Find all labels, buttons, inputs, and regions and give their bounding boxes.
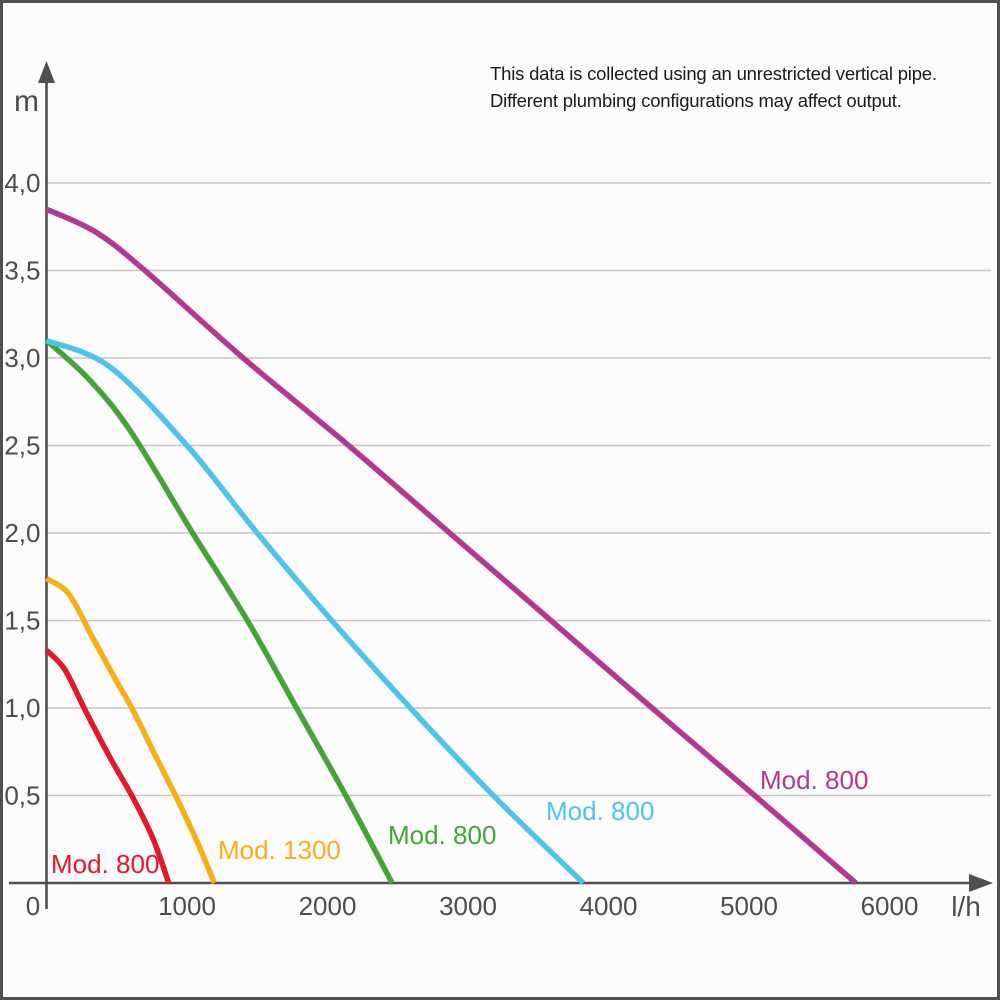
curve-mod-1300-1 — [44, 576, 217, 885]
pump-performance-chart: 0,5 1,0 1,5 2,0 2,5 3,0 3,5 4,0 0 1000 2000 3000 400… — [4, 61, 993, 922]
x-tick-label: 4000 — [580, 891, 638, 921]
x-tick-label: 0 — [26, 891, 40, 921]
y-tick-label: 2,5 — [4, 431, 40, 461]
x-tick-label: 6000 — [861, 891, 919, 921]
curve-mod-800-0 — [44, 648, 172, 884]
y-axis-unit-label: m — [14, 85, 39, 118]
curve-label-4: Mod. 800 — [760, 765, 868, 795]
curve-mod-800-3 — [45, 337, 586, 885]
curve-mod-800-2 — [44, 338, 395, 885]
x-axis-unit-label: l/h — [951, 891, 981, 922]
x-tick-label: 2000 — [299, 891, 357, 921]
x-tick-label: 1000 — [158, 891, 216, 921]
curve-mod-800-4 — [45, 206, 858, 886]
x-tick-label: 3000 — [439, 891, 497, 921]
x-tick-label: 5000 — [720, 891, 778, 921]
curve-label-3: Mod. 800 — [546, 796, 654, 826]
y-tick-label: 3,5 — [4, 256, 40, 286]
y-tick-label: 0,5 — [4, 781, 40, 811]
y-axis-arrow — [38, 61, 55, 83]
curve-label-2: Mod. 800 — [388, 820, 496, 850]
y-tick-label: 2,0 — [4, 518, 40, 548]
chart-note-line2: Different plumbing configurations may af… — [490, 90, 902, 111]
y-tick-label: 1,0 — [4, 693, 40, 723]
y-tick-label: 1,5 — [4, 606, 40, 636]
curve-label-0: Mod. 800 — [51, 849, 159, 879]
chart-note: This data is collected using an unrestri… — [490, 60, 937, 114]
x-axis-arrow — [969, 874, 993, 892]
y-tick-label: 4,0 — [4, 168, 40, 198]
curve-label-1: Mod. 1300 — [218, 835, 341, 865]
y-tick-label: 3,0 — [4, 343, 40, 373]
chart-note-line1: This data is collected using an unrestri… — [490, 63, 937, 84]
